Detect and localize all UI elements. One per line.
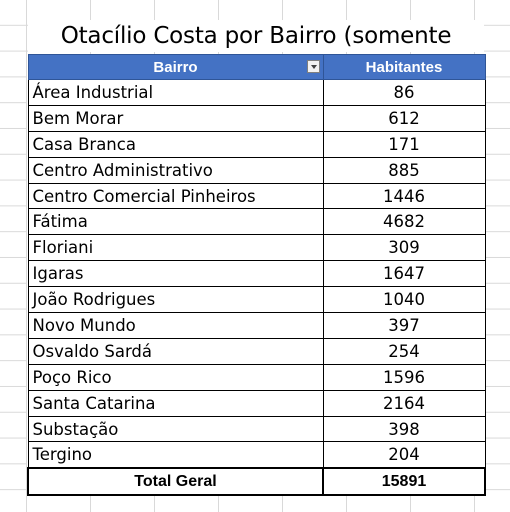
bairro-cell[interactable]: Novo Mundo [27,312,324,339]
bairro-cell[interactable]: Santa Catarina [27,389,324,417]
header-cell-bairro[interactable]: Bairro [27,54,324,80]
bairro-cell[interactable]: Casa Branca [27,130,324,158]
habitantes-cell[interactable]: 254 [322,337,486,365]
habitantes-cell[interactable]: 612 [322,104,486,132]
total-label-cell[interactable]: Total Geral [27,467,324,497]
header-cell-habitantes[interactable]: Habitantes [322,54,486,80]
table-row: Tergino 204 [27,441,486,469]
habitantes-cell[interactable]: 397 [322,312,486,339]
bairro-cell[interactable]: Igaras [27,260,324,288]
habitantes-cell[interactable]: 885 [322,156,486,184]
bairro-cell[interactable]: Fátima [27,208,324,236]
bairro-cell[interactable]: Centro Comercial Pinheiros [27,182,324,210]
habitantes-cell[interactable]: 398 [322,415,486,443]
habitantes-cell[interactable]: 1596 [322,363,486,391]
population-table: Bairro Habitantes Área Industrial 86 Bem M… [27,54,486,497]
table-row: Substação 398 [27,415,486,443]
table-row: Centro Comercial Pinheiros 1446 [27,182,486,210]
table-row: Bem Morar 612 [27,104,486,132]
table-row: Centro Administrativo 885 [27,156,486,184]
habitantes-cell[interactable]: 309 [322,234,486,262]
bairro-cell[interactable]: Bem Morar [27,104,324,132]
table-row: Poço Rico 1596 [27,363,486,391]
table-row: Fátima 4682 [27,208,486,236]
header-label-habitantes: Habitantes [365,58,443,76]
table-row: Osvaldo Sardá 254 [27,337,486,365]
habitantes-cell[interactable]: 4682 [322,208,486,236]
bairro-cell[interactable]: Floriani [27,234,324,262]
bairro-cell[interactable]: João Rodrigues [27,286,324,314]
header-label-bairro: Bairro [153,58,198,76]
table-row: Novo Mundo 397 [27,312,486,339]
bairro-cell[interactable]: Área Industrial [27,79,324,106]
table-row: Casa Branca 171 [27,130,486,158]
habitantes-cell[interactable]: 171 [322,130,486,158]
habitantes-cell[interactable]: 2164 [322,389,486,417]
table-row: João Rodrigues 1040 [27,286,486,314]
table-row: Floriani 309 [27,234,486,262]
header-row: Bairro Habitantes [27,54,486,80]
bairro-cell[interactable]: Tergino [27,441,324,469]
habitantes-cell[interactable]: 1040 [322,286,486,314]
bairro-cell[interactable]: Centro Administrativo [27,156,324,184]
total-value-cell[interactable]: 15891 [322,467,486,497]
total-row: Total Geral 15891 [27,467,486,497]
table-row: Área Industrial 86 [27,79,486,106]
habitantes-cell[interactable]: 1446 [322,182,486,210]
filter-dropdown-icon[interactable] [306,60,320,73]
habitantes-cell[interactable]: 86 [322,79,486,106]
table-row: Santa Catarina 2164 [27,389,486,417]
table-title[interactable]: Otacílio Costa por Bairro (somente urban… [28,20,484,81]
habitantes-cell[interactable]: 204 [322,441,486,469]
bairro-cell[interactable]: Poço Rico [27,363,324,391]
bairro-cell[interactable]: Osvaldo Sardá [27,337,324,365]
habitantes-cell[interactable]: 1647 [322,260,486,288]
table-row: Igaras 1647 [27,260,486,288]
bairro-cell[interactable]: Substação [27,415,324,443]
